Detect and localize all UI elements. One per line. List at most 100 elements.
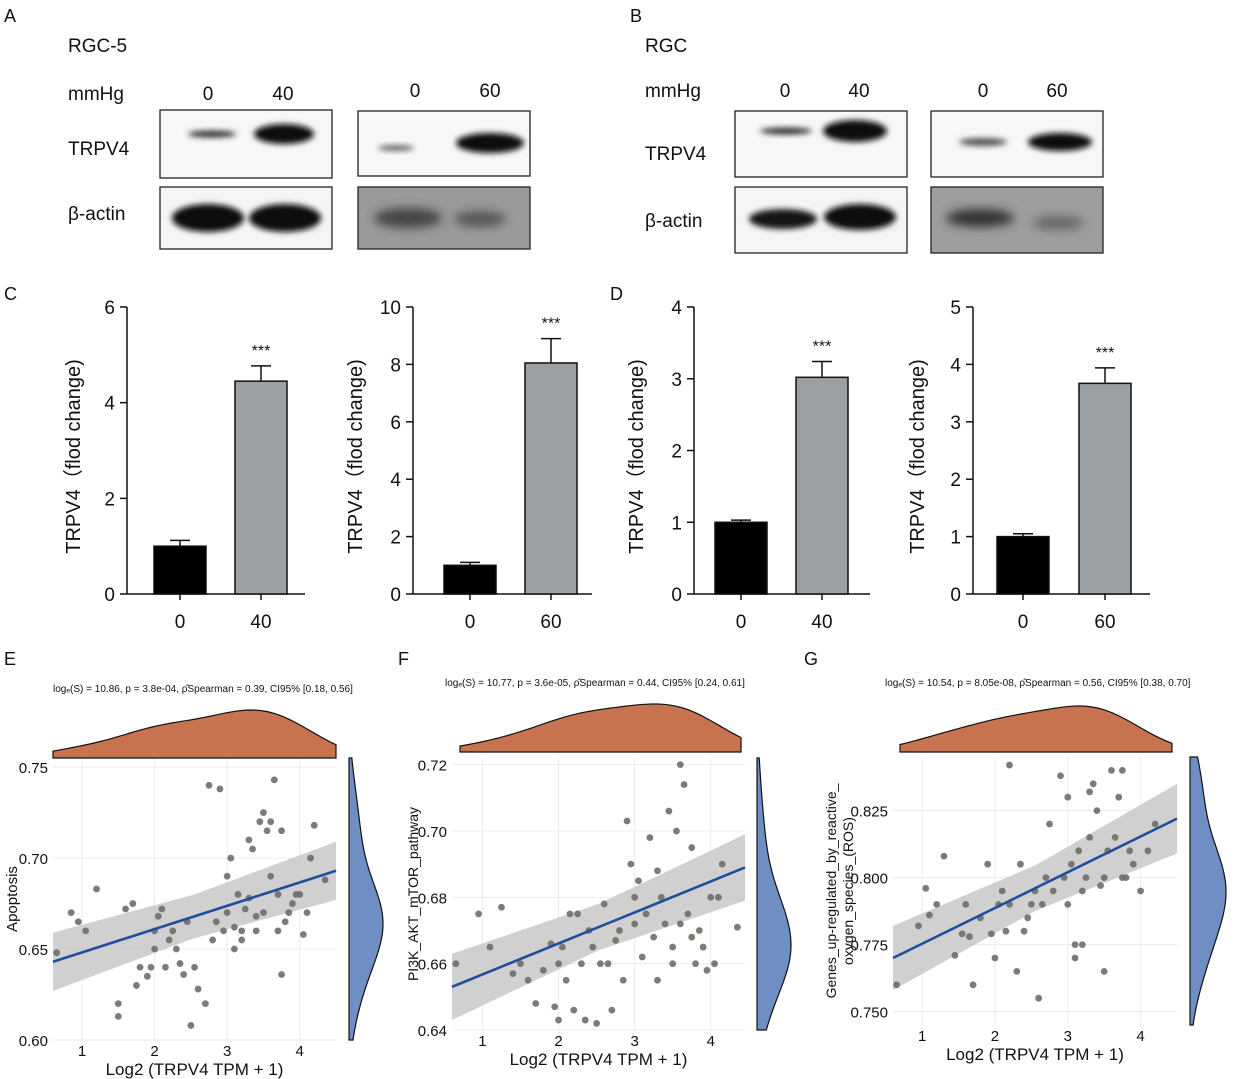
data-point xyxy=(969,981,977,989)
data-point xyxy=(1038,901,1046,908)
data-point xyxy=(220,927,227,935)
data-point xyxy=(53,949,61,957)
lane-label-a-3: 0 xyxy=(410,81,421,102)
data-point xyxy=(612,937,620,944)
data-point xyxy=(143,972,151,980)
x-tick-label: 3 xyxy=(1064,1028,1072,1045)
data-point xyxy=(987,930,995,938)
data-point xyxy=(593,1019,600,1027)
data-point xyxy=(176,960,184,967)
data-point xyxy=(227,854,235,862)
bar xyxy=(996,535,1050,595)
y-tick-label: 0 xyxy=(390,585,401,606)
y-tick-label: 2 xyxy=(671,442,682,463)
bar xyxy=(714,521,768,595)
data-point xyxy=(307,854,315,862)
data-point xyxy=(245,836,253,844)
data-point xyxy=(509,970,517,978)
y-density xyxy=(1189,756,1227,1026)
panel-letter-b: B xyxy=(630,6,642,26)
data-point xyxy=(676,920,684,928)
data-point xyxy=(570,1006,578,1014)
data-point xyxy=(321,876,329,884)
x-tick-label: 0 xyxy=(465,612,476,633)
data-point xyxy=(1064,901,1072,908)
significance-label: *** xyxy=(813,339,832,356)
data-point xyxy=(1078,887,1086,895)
data-point xyxy=(574,910,581,918)
bar-chart-c2: 0 2 4 6 8 10 0 60 *** TRPV4（flod change) xyxy=(344,298,592,633)
data-point xyxy=(231,945,238,953)
data-point xyxy=(604,960,612,968)
x-tick-label: 4 xyxy=(296,1043,304,1060)
bar xyxy=(153,545,207,595)
data-point xyxy=(623,817,631,825)
data-point xyxy=(151,945,158,953)
data-point xyxy=(616,927,623,934)
data-point xyxy=(1013,968,1021,975)
data-point xyxy=(205,781,213,789)
data-point xyxy=(1035,994,1043,1002)
data-point xyxy=(631,920,639,928)
data-point xyxy=(966,933,973,940)
data-point xyxy=(252,912,260,920)
y-tick-label: 0 xyxy=(671,585,682,606)
bar xyxy=(443,564,497,595)
y-tick-label: 0 xyxy=(950,585,961,606)
data-point xyxy=(711,960,718,968)
data-point xyxy=(158,905,166,913)
y-axis-label: TRPV4（flod change) xyxy=(62,359,85,554)
y-tick-label: 0.68 xyxy=(418,890,447,907)
data-point xyxy=(589,943,597,951)
data-point xyxy=(1064,793,1072,801)
control-label-a: β-actin xyxy=(68,204,125,225)
x-tick-label: 40 xyxy=(250,612,271,633)
blot-a-trpv4-60 xyxy=(357,110,531,177)
data-point xyxy=(93,885,100,893)
stats-f: logₑ(S) = 10.77, p = 3.6e-05, ρ̂Spearman… xyxy=(445,677,745,689)
data-point xyxy=(1082,874,1090,881)
data-point xyxy=(555,960,562,968)
data-point xyxy=(532,1000,540,1007)
panel-a: A RGC-5 mmHg 0 40 0 60 TRPV4 β-actin xyxy=(4,6,531,250)
x-tick-label: 2 xyxy=(150,1043,158,1060)
data-point xyxy=(1057,772,1064,780)
data-point xyxy=(619,976,627,984)
y-tick-label: 8 xyxy=(390,355,401,376)
lane-label-a-4: 60 xyxy=(479,81,500,102)
scatter-chart-f: 1 2 3 4 0.64 0.66 0.68 0.70 0.72 Log2 (TRPV4 TPM … xyxy=(405,703,792,1069)
data-point xyxy=(517,960,524,968)
data-point xyxy=(915,922,922,930)
x-tick-label: 4 xyxy=(707,1033,715,1050)
y-tick-label: 0.750 xyxy=(850,1005,888,1022)
data-point xyxy=(299,931,307,938)
data-point xyxy=(922,884,930,892)
y-density xyxy=(756,757,792,1031)
data-point xyxy=(249,845,256,853)
x-density xyxy=(459,703,742,753)
lane-label-b-4: 60 xyxy=(1046,81,1067,102)
pressure-label-a: mmHg xyxy=(68,84,124,105)
data-point xyxy=(238,936,246,944)
data-point xyxy=(1089,780,1097,788)
lane-label-b-2: 40 xyxy=(848,81,869,102)
scatter-chart-e: 1 2 3 4 0.60 0.65 0.70 0.75 Log2 (TRPV4 TPM + 1)… xyxy=(4,709,384,1079)
data-point xyxy=(1071,954,1079,962)
data-point xyxy=(665,807,673,815)
data-point xyxy=(154,912,162,920)
data-point xyxy=(67,909,75,917)
x-tick-label: 1 xyxy=(918,1028,926,1045)
data-point xyxy=(498,903,505,911)
data-point xyxy=(234,891,242,898)
data-point xyxy=(893,981,901,989)
protein-label-a: TRPV4 xyxy=(68,139,130,160)
significance-label: *** xyxy=(1096,345,1115,362)
data-point xyxy=(1075,847,1083,855)
data-point xyxy=(1111,834,1119,841)
data-point xyxy=(172,945,180,953)
data-point xyxy=(201,1000,209,1008)
x-tick-label: 0 xyxy=(1018,612,1029,633)
x-density xyxy=(52,709,337,759)
data-point xyxy=(1006,761,1013,769)
data-point xyxy=(162,963,169,971)
